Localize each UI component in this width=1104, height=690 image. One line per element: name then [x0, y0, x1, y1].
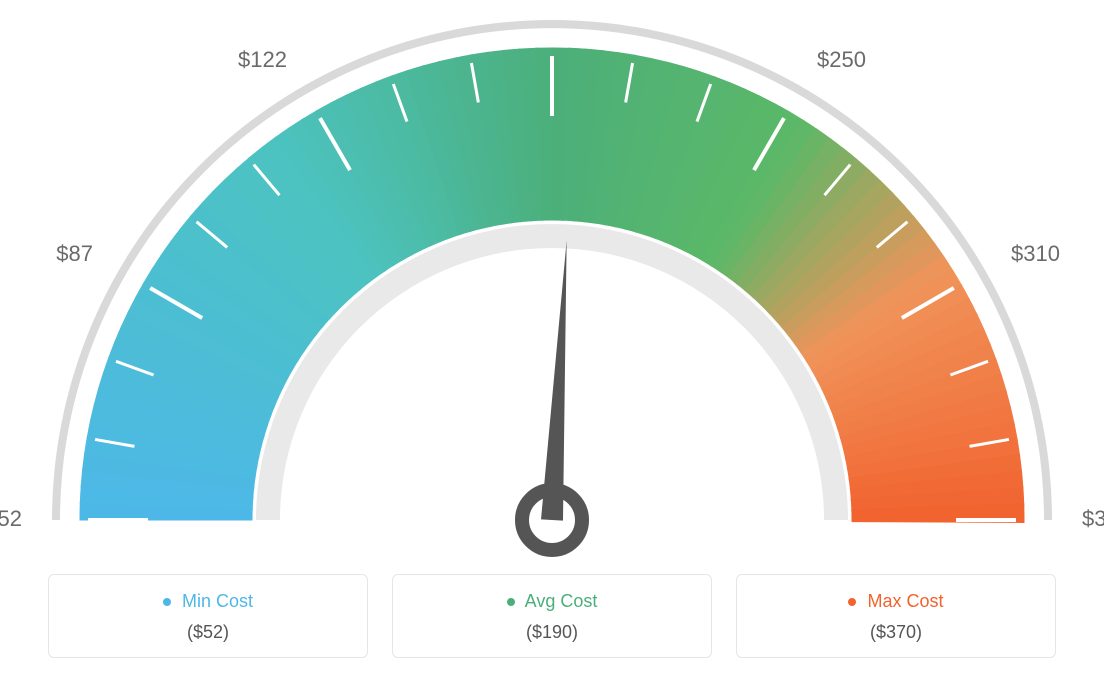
legend-box-max: Max Cost ($370): [736, 574, 1056, 658]
tick-label: $122: [238, 47, 287, 72]
gauge-svg: $52 $87 $122 $190 $250 $310 $370: [0, 0, 1104, 560]
legend-min-dot: [163, 598, 171, 606]
tick-label: $52: [0, 506, 22, 531]
gauge-chart: $52 $87 $122 $190 $250 $310 $370: [0, 0, 1104, 560]
legend-min-value: ($52): [61, 622, 355, 643]
tick-label: $190: [528, 0, 577, 1]
legend-max-label: Max Cost: [867, 591, 943, 611]
legend-box-avg: Avg Cost ($190): [392, 574, 712, 658]
legend-max-title: Max Cost: [749, 591, 1043, 612]
tick-label: $250: [817, 47, 866, 72]
needle: [541, 240, 567, 520]
legend-min-title: Min Cost: [61, 591, 355, 612]
legend-avg-value: ($190): [405, 622, 699, 643]
legend-box-min: Min Cost ($52): [48, 574, 368, 658]
legend-max-value: ($370): [749, 622, 1043, 643]
tick-label: $310: [1011, 241, 1060, 266]
legend-max-dot: [848, 598, 856, 606]
legend-min-label: Min Cost: [182, 591, 253, 611]
tick-label: $87: [56, 241, 93, 266]
legend-avg-dot: [507, 598, 515, 606]
legend-avg-label: Avg Cost: [525, 591, 598, 611]
tick-label: $370: [1082, 506, 1104, 531]
legend-row: Min Cost ($52) Avg Cost ($190) Max Cost …: [0, 574, 1104, 658]
legend-avg-title: Avg Cost: [405, 591, 699, 612]
